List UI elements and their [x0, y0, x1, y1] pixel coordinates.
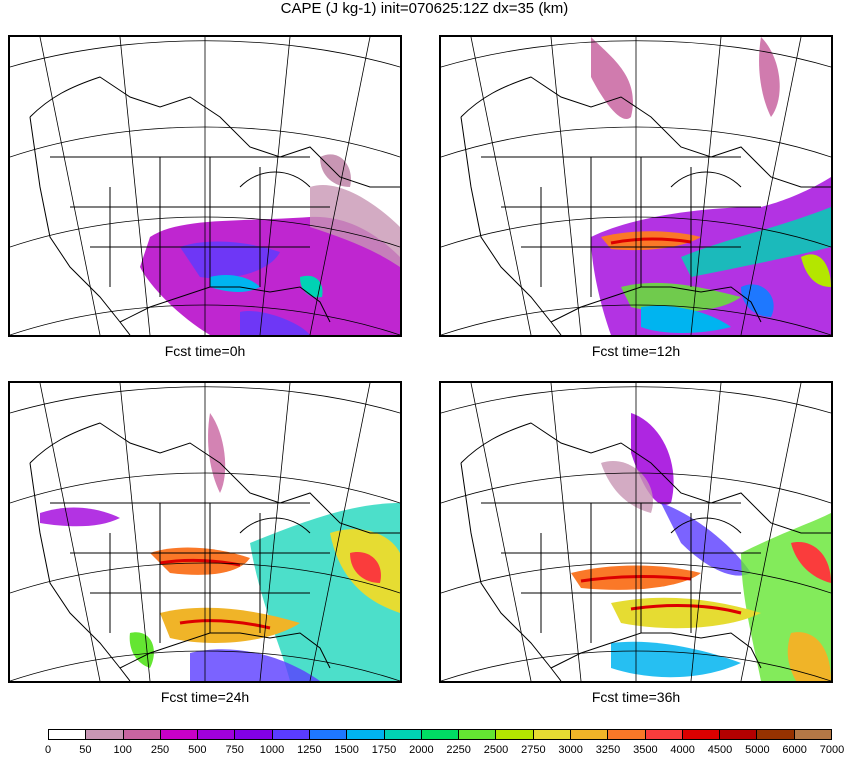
colorbar-tick-label: 750: [225, 744, 244, 756]
colorbar-tick-label: 2500: [483, 744, 509, 756]
coastlines-states: [29, 422, 400, 681]
colorbar-segment: [570, 730, 609, 739]
colorbar-tick-label: 3000: [558, 744, 583, 756]
colorbar-tick-label: 500: [188, 744, 207, 756]
colorbar-segment: [757, 730, 795, 739]
colorbar-segment: [86, 730, 124, 739]
colorbar-tick-label: 3250: [595, 744, 621, 756]
colorbar-segment: [682, 730, 721, 739]
colorbar-tick-label: 5000: [745, 744, 770, 756]
colorbar-tick-label: 2750: [521, 744, 546, 756]
map-0h: [10, 37, 400, 335]
map-12h: [441, 37, 831, 335]
lat-lon-grid: [10, 383, 400, 681]
map-24h: [10, 383, 400, 681]
colorbar-segment: [235, 730, 273, 739]
panel-caption-36h: Fcst time=36h: [591, 689, 681, 705]
map-panel-36h: [439, 381, 833, 683]
colorbar: [48, 729, 832, 740]
lat-lon-grid: [441, 37, 831, 335]
map-panel-0h: [8, 35, 402, 337]
colorbar-segment: [421, 730, 460, 739]
colorbar-segment: [272, 730, 310, 739]
colorbar-segment: [384, 730, 422, 739]
colorbar-tick-label: 250: [150, 744, 170, 756]
colorbar-tick-label: 2250: [446, 744, 471, 756]
colorbar-segment: [720, 730, 758, 739]
colorbar-segment: [347, 730, 385, 739]
colorbar-segment: [160, 730, 199, 739]
colorbar-segment: [533, 730, 571, 739]
colorbar-tick-label: 4500: [707, 744, 733, 756]
colorbar-tick-label: 3500: [633, 744, 658, 756]
colorbar-segment: [794, 730, 831, 739]
colorbar-tick-label: 1250: [297, 744, 322, 756]
map-panel-12h: [439, 35, 833, 337]
map-panel-24h: [8, 381, 402, 683]
colorbar-tick-label: 1000: [259, 744, 285, 756]
colorbar-tick-label: 1750: [371, 744, 397, 756]
cape-shading: [40, 413, 400, 681]
cape-shading: [571, 413, 831, 681]
colorbar-segment: [309, 730, 348, 739]
coastlines-states: [460, 76, 831, 335]
lat-lon-grid: [441, 383, 831, 681]
colorbar-segment: [49, 730, 87, 739]
colorbar-tick-label: 100: [113, 744, 132, 756]
colorbar-segment: [608, 730, 646, 739]
colorbar-segment: [198, 730, 236, 739]
map-36h: [441, 383, 831, 681]
colorbar-tick-labels: 0 50 100 250 500 750 1000 1250 1500 1750 2000 2250 2…: [0, 744, 849, 760]
colorbar-segment: [645, 730, 683, 739]
colorbar-tick-label: 1500: [334, 744, 359, 756]
panel-caption-0h: Fcst time=0h: [164, 343, 246, 359]
colorbar-tick-label: 4000: [670, 744, 695, 756]
lat-lon-grid: [10, 37, 400, 335]
coastlines-states: [460, 422, 831, 681]
colorbar-tick-label: 2000: [409, 744, 434, 756]
figure-title: CAPE (J kg-1) init=070625:12Z dx=35 (km): [280, 0, 569, 17]
colorbar-segment: [123, 730, 161, 739]
colorbar-segment: [459, 730, 497, 739]
colorbar-tick-label: 6000: [782, 744, 807, 756]
colorbar-tick-label: 0: [44, 744, 52, 756]
colorbar-segment: [496, 730, 534, 739]
panel-caption-24h: Fcst time=24h: [160, 689, 250, 705]
colorbar-tick-label: 7000: [819, 744, 845, 756]
panel-caption-12h: Fcst time=12h: [591, 343, 681, 359]
coastlines-states: [29, 76, 400, 335]
colorbar-tick-label: 50: [79, 744, 92, 756]
